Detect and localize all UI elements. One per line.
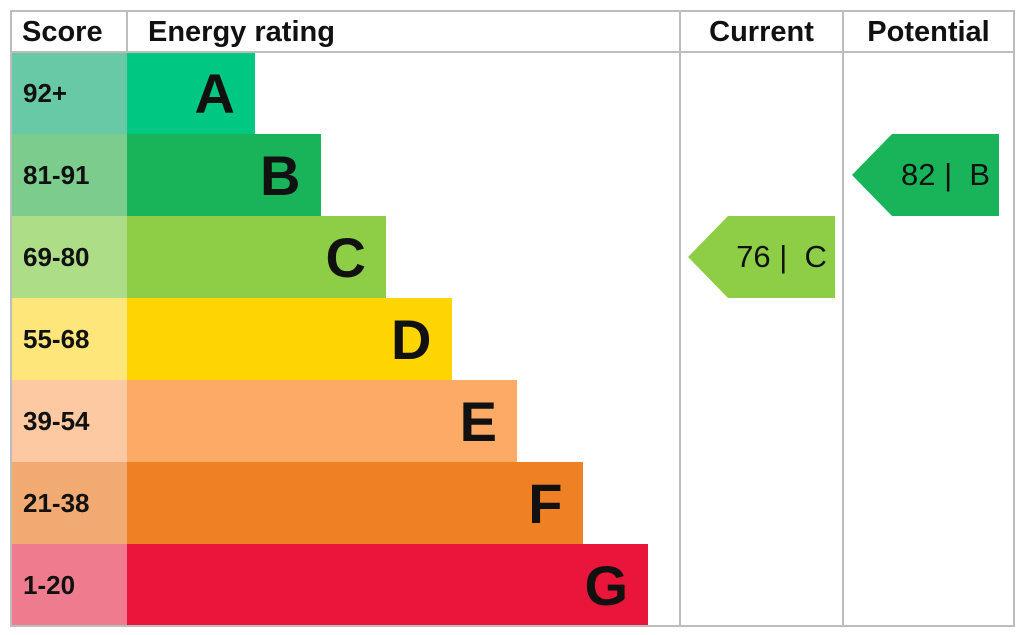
rating-bar-g: G (127, 544, 648, 626)
header-score: Score (22, 16, 103, 48)
divider-current (679, 10, 681, 627)
score-range-e: 39-54 (11, 380, 127, 462)
rating-bar-d: D (127, 298, 452, 380)
divider-potential (842, 10, 844, 627)
score-range-c: 69-80 (11, 216, 127, 298)
rating-bar-c: C (127, 216, 386, 298)
border-right (1013, 10, 1015, 627)
border-bottom (10, 625, 1015, 627)
score-range-f: 21-38 (11, 462, 127, 544)
rating-bar-a: A (127, 52, 255, 134)
header-divider (10, 51, 1015, 53)
potential-rating-arrow: 82 | B (852, 134, 999, 216)
rating-bar-b: B (127, 134, 321, 216)
score-range-g: 1-20 (11, 544, 127, 626)
header-potential: Potential (867, 16, 990, 48)
rating-bar-e: E (127, 380, 517, 462)
border-left (10, 10, 12, 627)
score-range-b: 81-91 (11, 134, 127, 216)
header-energy-rating: Energy rating (148, 16, 335, 48)
border-top (10, 10, 1015, 12)
current-rating-arrow: 76 | C (688, 216, 835, 298)
divider-score (126, 10, 128, 52)
rating-bar-f: F (127, 462, 583, 544)
header-current: Current (709, 16, 814, 48)
score-range-d: 55-68 (11, 298, 127, 380)
score-range-a: 92+ (11, 52, 127, 134)
